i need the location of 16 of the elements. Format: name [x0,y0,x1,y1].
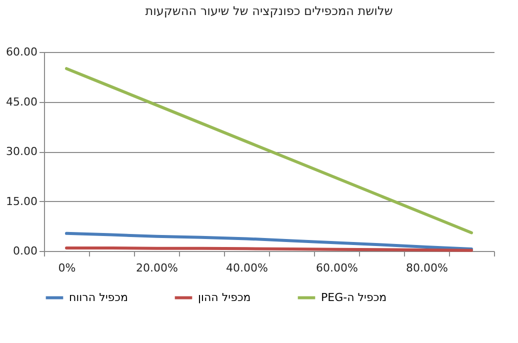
line-series [65,232,473,251]
y-tick-label: 30.00 [6,145,38,158]
y-tick-label: 60.00 [6,46,38,58]
x-tick-label: 0% [58,262,76,274]
y-tick-label: 0.00 [13,244,38,258]
legend-label: מכפיל ההון [198,290,251,304]
x-tick-label: 60.00% [316,262,358,274]
legend-label: מכפיל ה-PEG [321,290,387,304]
chart-title: שלושת המכפילים כפונקציה של שיעור ההשקעות [145,4,393,18]
x-tick-label: 40.00% [226,262,268,274]
y-tick-label: 45.00 [6,95,38,108]
x-tick-label: 80.00% [406,262,448,274]
x-tick-label: 20.00% [136,262,178,274]
line-series [65,67,473,234]
legend-label: מכפיל הרווח [69,290,128,304]
y-tick-label: 15.00 [6,194,38,208]
